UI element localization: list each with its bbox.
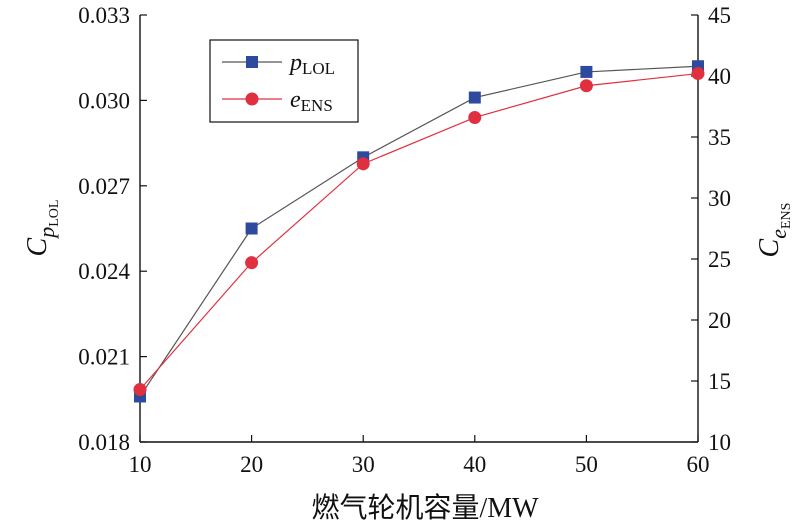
y-left-tick-label: 0.018 <box>78 430 130 455</box>
y-right-tick-label: 10 <box>708 430 731 455</box>
x-tick-label: 40 <box>463 452 486 477</box>
ticks: 10 20 30 40 50 60 0.018 0.021 0.024 0.027 0.030 0.0… <box>78 3 731 477</box>
series-line-0 <box>139 65 699 397</box>
data-point-circle <box>245 256 259 270</box>
legend: pLOL eENS <box>209 39 359 123</box>
y-left-tick-label: 0.027 <box>78 174 130 199</box>
x-tick-label: 20 <box>240 452 263 477</box>
legend-box <box>209 39 359 123</box>
x-tick-label: 10 <box>129 452 152 477</box>
x-axis-title: 燃气轮机容量/MW <box>311 492 539 524</box>
data-point-square <box>580 65 593 78</box>
y-right-main: C <box>754 238 785 257</box>
x-tick-label: 60 <box>687 452 710 477</box>
svg-text:CeENS: CeENS <box>754 203 794 258</box>
y-right-tick-label: 20 <box>708 308 731 333</box>
y-right-tick-label: 40 <box>708 64 731 89</box>
data-point-circle <box>468 110 482 124</box>
legend-sub-eens: ENS <box>301 96 333 115</box>
legend-marker-circle <box>245 92 259 106</box>
data-point-circle <box>691 67 705 81</box>
data-point-circle <box>579 79 593 93</box>
axes-frame <box>139 15 699 443</box>
y-left-tick-label: 0.021 <box>78 345 130 370</box>
y-right-sub: e <box>766 229 791 239</box>
y-axis-left-title: CpLOL <box>22 200 62 257</box>
y-right-tick-label: 25 <box>708 247 731 272</box>
y-right-tick-label: 45 <box>708 3 731 28</box>
svg-text:CpLOL: CpLOL <box>22 200 62 257</box>
legend-label-eens: e <box>290 87 301 113</box>
y-right-tick-label: 15 <box>708 369 731 394</box>
svg-text:eENS: eENS <box>290 87 333 115</box>
y-left-tick-label: 0.033 <box>78 3 130 28</box>
y-right-tick-label: 30 <box>708 186 731 211</box>
data-point-square <box>468 91 481 104</box>
legend-sub-plol: LOL <box>302 59 335 78</box>
legend-item-plol: pLOL <box>222 50 335 78</box>
data-point-circle <box>356 157 370 171</box>
x-tick-label: 50 <box>575 452 598 477</box>
y-left-sub: p <box>34 227 59 240</box>
y-axis-right-title: CeENS <box>754 203 794 258</box>
y-left-subsub: LOL <box>47 200 62 227</box>
legend-label-plol: p <box>288 50 302 76</box>
svg-text:pLOL: pLOL <box>288 50 335 78</box>
series-line-1 <box>139 72 699 390</box>
y-left-tick-label: 0.030 <box>78 88 130 113</box>
legend-marker-square <box>246 56 258 68</box>
y-left-main: C <box>22 237 53 256</box>
x-tick-label: 30 <box>352 452 375 477</box>
series-layer <box>133 60 705 403</box>
y-right-tick-label: 35 <box>708 125 731 150</box>
legend-item-eens: eENS <box>222 87 333 115</box>
y-left-tick-label: 0.024 <box>78 259 130 284</box>
y-right-subsub: ENS <box>779 203 794 229</box>
data-point-circle <box>133 383 147 397</box>
data-point-square <box>245 222 258 235</box>
